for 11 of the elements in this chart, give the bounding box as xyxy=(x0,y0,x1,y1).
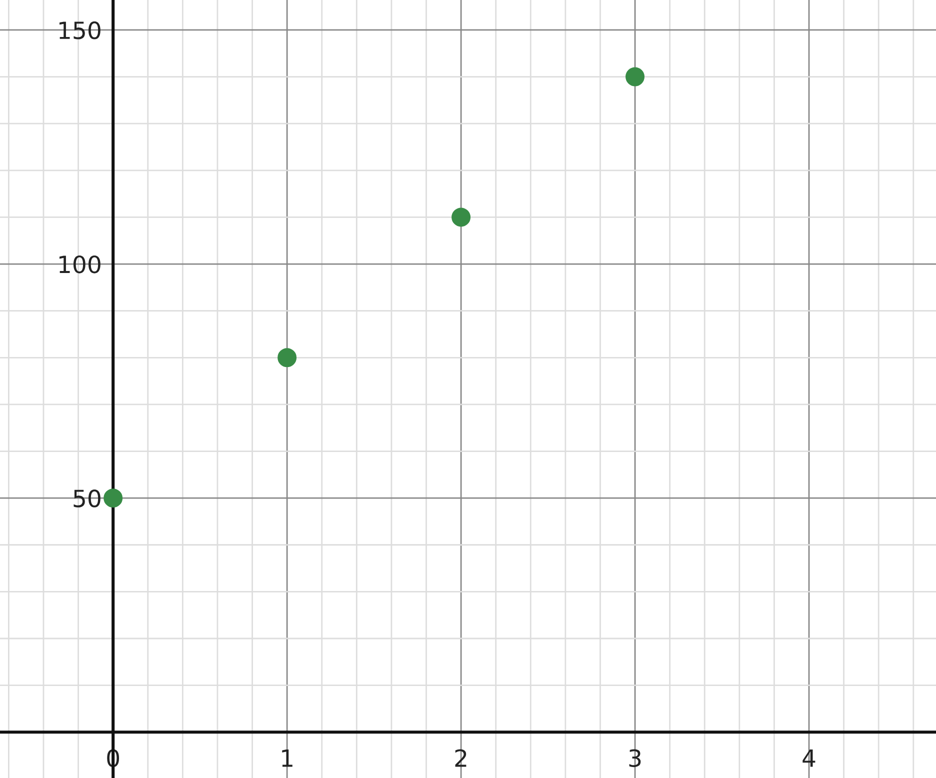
y-tick-label: 100 xyxy=(60,255,100,274)
point xyxy=(104,488,123,508)
point xyxy=(278,348,297,368)
y-tick-label: 150 xyxy=(60,21,100,40)
x-tick-label: 3 xyxy=(629,749,641,768)
y-tick-label: 50 xyxy=(74,490,100,508)
point xyxy=(626,67,645,86)
point xyxy=(452,208,471,227)
x-tick-label: 1 xyxy=(282,750,292,767)
x-tick-label: 2 xyxy=(455,749,466,767)
x-tick-label: 4 xyxy=(802,750,816,767)
